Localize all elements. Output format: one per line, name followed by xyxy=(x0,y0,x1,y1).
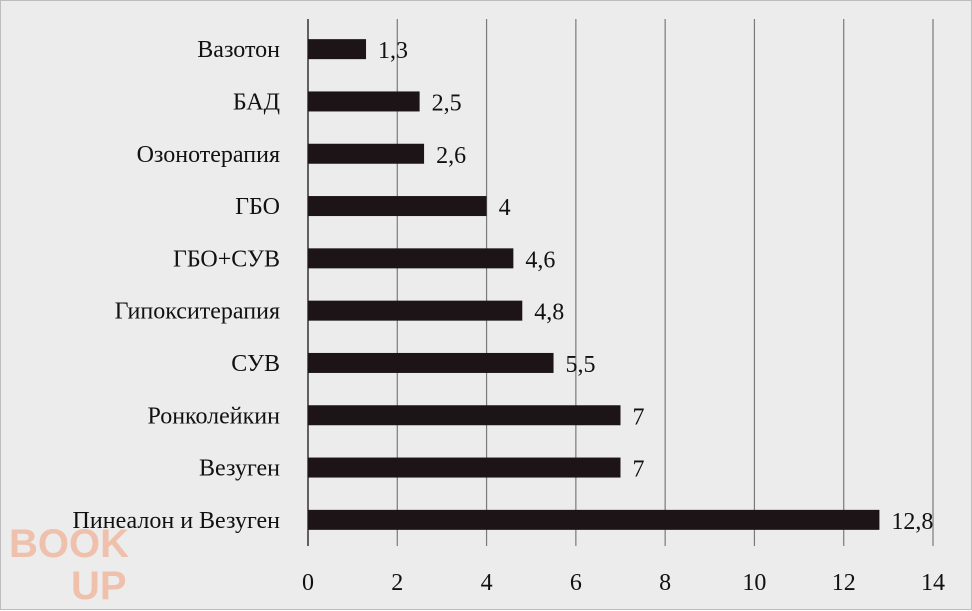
value-label: 7 xyxy=(633,404,645,430)
x-tick-label: 12 xyxy=(832,570,856,596)
category-label: Пинеалон и Везуген xyxy=(73,508,281,534)
watermark-text-book: BOOK UP xyxy=(9,522,129,603)
category-label: ГБО+СУВ xyxy=(173,246,280,272)
category-label: Гипокситерапия xyxy=(115,299,280,325)
bar xyxy=(308,509,880,530)
bar xyxy=(308,196,487,217)
bar xyxy=(308,300,523,321)
value-label: 4 xyxy=(499,195,511,221)
value-label: 2,6 xyxy=(436,143,466,169)
x-tick-label: 14 xyxy=(921,570,945,596)
bar xyxy=(308,248,514,269)
x-tick-label: 8 xyxy=(659,570,671,596)
x-tick-label: 4 xyxy=(481,570,493,596)
category-label: Вазотон xyxy=(197,37,280,63)
category-label: Озонотерапия xyxy=(137,142,280,168)
x-tick-label: 10 xyxy=(742,570,766,596)
bar xyxy=(308,457,621,478)
value-label: 1,3 xyxy=(378,38,408,64)
bar xyxy=(308,352,554,373)
value-label: 5,5 xyxy=(566,352,596,378)
category-label: Ронколейкин xyxy=(147,403,280,429)
value-label: 7 xyxy=(633,457,645,483)
category-label: СУВ xyxy=(231,351,280,377)
value-label: 2,5 xyxy=(432,90,462,116)
bar xyxy=(308,39,367,60)
bar xyxy=(308,143,425,164)
category-label: Везуген xyxy=(199,456,280,482)
x-tick-label: 2 xyxy=(391,570,403,596)
bar xyxy=(308,405,621,426)
bookup-watermark-logo: BOOK UP xyxy=(9,522,129,603)
value-label: 4,6 xyxy=(525,247,555,273)
value-label: 12,8 xyxy=(891,509,933,535)
x-tick-label: 6 xyxy=(570,570,582,596)
category-label: ГБО xyxy=(235,194,280,220)
category-label: БАД xyxy=(233,89,280,115)
x-tick-label: 0 xyxy=(302,570,314,596)
value-label: 4,8 xyxy=(534,300,564,326)
bar xyxy=(308,91,420,112)
